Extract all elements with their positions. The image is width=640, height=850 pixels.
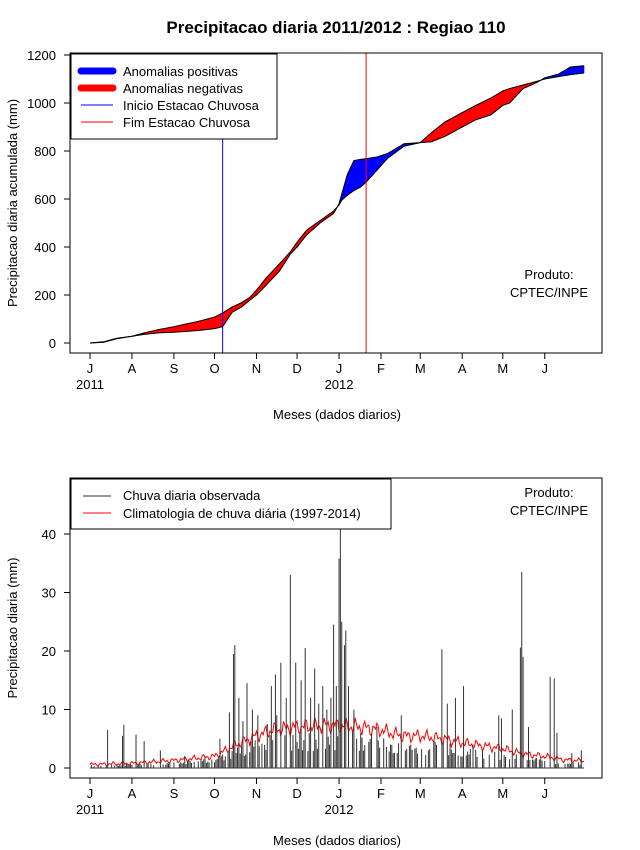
- product-label: Produto:: [524, 267, 573, 282]
- x-tick-label: M: [415, 361, 426, 376]
- x-tick-label: J: [542, 786, 549, 801]
- x-tick-label: J: [336, 786, 343, 801]
- product-label: Produto:: [524, 485, 573, 500]
- cumulative-chart: Precipitacao diaria 2011/2012 : Regiao 1…: [5, 18, 603, 422]
- observed-bars: [90, 528, 584, 769]
- y-axis-label: Precipitacao diaria (mm): [5, 558, 20, 699]
- y-tick-label: 10: [42, 703, 56, 718]
- y-tick-label: 40: [42, 527, 56, 542]
- y-tick-label: 0: [49, 336, 56, 351]
- observed-cumulative-line: [89, 65, 585, 344]
- legend-label-climatology: Climatologia de chuva diária (1997-2014): [123, 506, 361, 521]
- y-tick-label: 800: [34, 144, 56, 159]
- x-tick-label: O: [209, 361, 219, 376]
- x-tick-label: F: [377, 361, 385, 376]
- legend-label-season-start: Inicio Estacao Chuvosa: [123, 98, 260, 113]
- x-tick-label: S: [170, 361, 179, 376]
- x-tick-label: N: [252, 361, 261, 376]
- y-tick-label: 20: [42, 644, 56, 659]
- x-year-label: 2012: [325, 802, 354, 817]
- y-tick-label: 1000: [27, 96, 56, 111]
- product-source: CPTEC/INPE: [510, 285, 588, 300]
- x-tick-label: M: [415, 786, 426, 801]
- legend: Anomalias positivas Anomalias negativas …: [70, 53, 278, 140]
- x-year-label: 2011: [76, 802, 104, 817]
- legend-label-negative: Anomalias negativas: [123, 81, 243, 96]
- y-axis: 0 200 400 600 800 1000 1200: [27, 48, 71, 351]
- legend: Chuva diaria observada Climatologia de c…: [70, 478, 392, 530]
- y-tick-label: 600: [34, 192, 56, 207]
- legend-label-observed: Chuva diaria observada: [123, 488, 261, 503]
- x-tick-label: J: [87, 786, 94, 801]
- y-tick-label: 30: [42, 586, 56, 601]
- positive-anomaly-segment: [582, 65, 585, 74]
- x-tick-label: O: [209, 786, 219, 801]
- x-axis-label: Meses (dados diarios): [273, 407, 401, 422]
- product-source: CPTEC/INPE: [510, 503, 588, 518]
- x-tick-label: J: [336, 361, 343, 376]
- x-tick-label: J: [542, 361, 549, 376]
- x-year-label: 2012: [325, 377, 354, 392]
- y-axis: 0 10 20 30 40: [42, 527, 71, 776]
- x-year-label: 2011: [76, 377, 104, 392]
- x-tick-label: F: [377, 786, 385, 801]
- y-tick-label: 200: [34, 288, 56, 303]
- x-tick-label: M: [497, 786, 508, 801]
- x-axis-label: Meses (dados diarios): [273, 833, 401, 848]
- legend-box: [70, 478, 392, 530]
- x-tick-label: S: [170, 786, 179, 801]
- y-axis-label: Precipitacao diaria acumulada (mm): [5, 99, 20, 307]
- x-tick-label: N: [252, 786, 261, 801]
- x-tick-label: A: [458, 361, 467, 376]
- x-tick-label: A: [128, 786, 137, 801]
- legend-label-season-end: Fim Estacao Chuvosa: [123, 115, 251, 130]
- legend-label-positive: Anomalias positivas: [123, 64, 238, 79]
- x-tick-label: D: [292, 361, 301, 376]
- x-tick-label: M: [497, 361, 508, 376]
- y-tick-label: 400: [34, 240, 56, 255]
- chart-title: Precipitacao diaria 2011/2012 : Regiao 1…: [166, 18, 505, 37]
- x-tick-label: D: [292, 786, 301, 801]
- x-tick-label: J: [87, 361, 94, 376]
- y-tick-label: 1200: [27, 48, 56, 63]
- x-tick-label: A: [458, 786, 467, 801]
- x-tick-label: A: [128, 361, 137, 376]
- y-tick-label: 0: [49, 761, 56, 776]
